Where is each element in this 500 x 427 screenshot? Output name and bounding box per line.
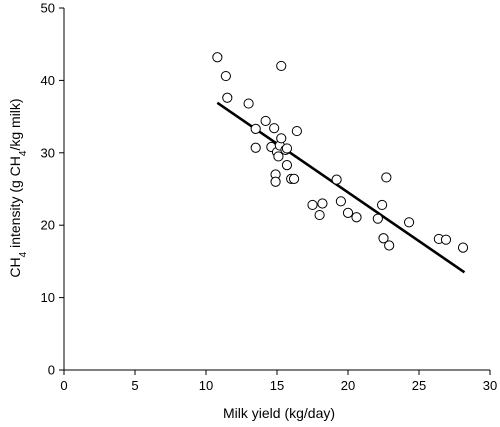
data-point	[342, 207, 354, 218]
data-point	[457, 242, 469, 253]
x-tick-label: 0	[60, 378, 67, 393]
data-point	[372, 213, 383, 224]
plot-area: 0 10 20 30 40 50 0 5 10 15 20 25 30	[41, 1, 498, 394]
x-tick-label: 5	[131, 378, 138, 393]
data-point	[281, 143, 293, 154]
x-tick-label: 15	[270, 378, 284, 393]
x-axis-ticks: 0 5 10 15 20 25 30	[60, 370, 497, 393]
x-tick-label: 20	[341, 378, 355, 393]
data-point	[222, 92, 233, 103]
data-point	[307, 199, 318, 211]
data-point	[212, 52, 223, 63]
data-point	[276, 133, 287, 144]
data-point	[403, 217, 415, 228]
y-axis-title: CH4 intensity (g CH4/kg milk)	[7, 98, 29, 277]
data-point	[384, 240, 395, 251]
data-point	[276, 60, 287, 72]
y-tick-label: 10	[41, 290, 55, 305]
data-points	[212, 52, 469, 253]
data-point	[260, 115, 271, 127]
y-tick-label: 50	[41, 1, 55, 16]
data-point	[220, 70, 231, 82]
y-axis-ticks: 0 10 20 30 40 50	[41, 1, 64, 378]
data-point	[270, 176, 281, 187]
data-point	[291, 125, 302, 137]
y-tick-label: 20	[41, 218, 55, 233]
x-tick-label: 30	[483, 378, 497, 393]
data-point	[269, 123, 280, 134]
data-point	[376, 199, 388, 211]
data-point	[273, 151, 284, 162]
x-axis-title: Milk yield (kg/day)	[223, 405, 335, 421]
data-point	[314, 209, 325, 221]
data-point	[335, 196, 346, 207]
x-tick-label: 25	[412, 378, 426, 393]
y-tick-label: 40	[41, 73, 55, 88]
data-point	[243, 98, 254, 109]
data-point	[381, 172, 392, 183]
data-point	[351, 212, 362, 223]
data-point	[378, 233, 389, 244]
y-tick-label: 0	[48, 363, 55, 378]
data-point	[250, 142, 261, 153]
data-point	[317, 198, 328, 209]
data-point	[440, 234, 452, 245]
y-tick-label: 30	[41, 145, 55, 160]
data-point	[331, 174, 342, 185]
data-point	[288, 173, 300, 184]
x-tick-label: 10	[199, 378, 213, 393]
data-point	[281, 160, 293, 171]
data-point	[250, 123, 261, 135]
